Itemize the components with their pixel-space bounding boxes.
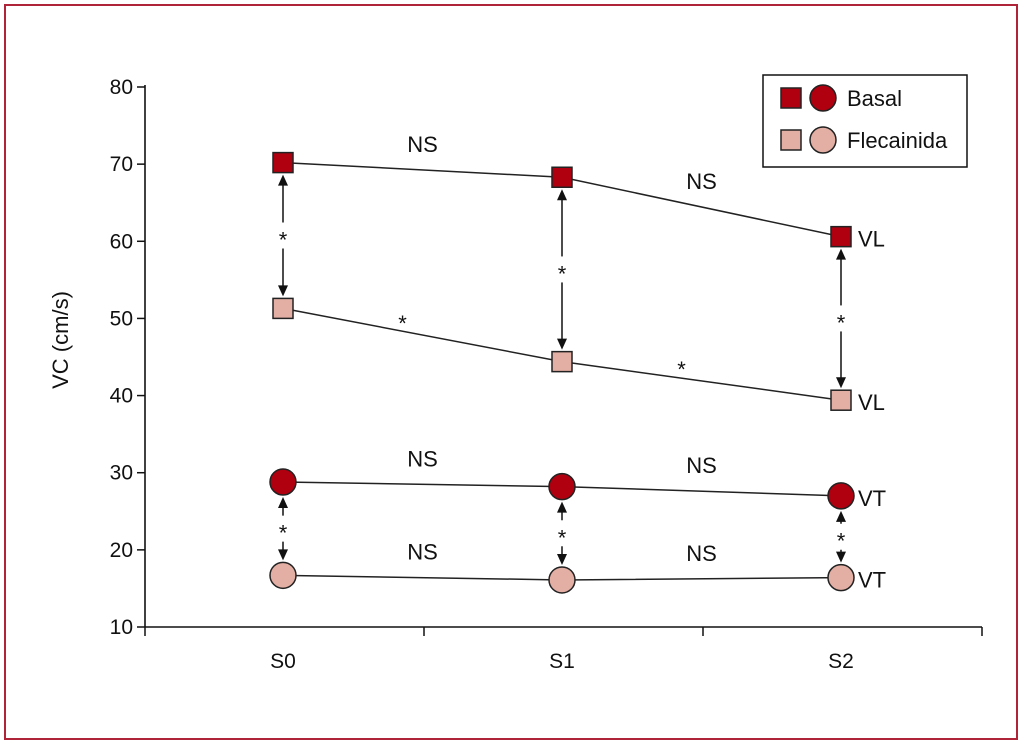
significance-star: * (837, 310, 846, 335)
y-tick-label: 30 (110, 462, 133, 485)
arrow-head-down (278, 285, 288, 297)
legend: Basal Flecainida (762, 74, 968, 168)
arrow-head-up (557, 501, 567, 513)
y-tick-label: 10 (110, 616, 133, 639)
arrow-head-up (836, 510, 846, 522)
square-marker (551, 350, 573, 373)
axes: 10 20 30 40 50 60 70 80 S0 S1 S2 (110, 76, 983, 673)
y-tick-label: 20 (110, 539, 133, 562)
legend-label: Basal (847, 86, 902, 111)
circle-marker (269, 468, 297, 496)
series-end-label: VT (858, 486, 886, 511)
significance-star: * (558, 261, 567, 286)
circle-marker (269, 561, 297, 590)
circle-marker (548, 566, 576, 594)
significance-star: * (558, 525, 567, 550)
x-tick-label: S2 (828, 650, 854, 673)
circle-marker (827, 482, 855, 510)
legend-circle (809, 84, 837, 112)
circle-marker (548, 472, 576, 501)
significance-star: * (279, 228, 288, 253)
x-tick-label: S0 (270, 650, 296, 673)
y-tick-label: 70 (110, 153, 133, 176)
legend-label: Flecainida (847, 128, 948, 153)
segment-annotation: * (677, 357, 686, 382)
arrow-head-up (557, 189, 567, 201)
legend-circle (809, 126, 837, 154)
square-marker (830, 389, 852, 411)
segment-annotation: NS (407, 540, 438, 565)
segment-annotation: NS (686, 169, 717, 194)
square-marker (272, 151, 294, 174)
arrow-head-down (557, 338, 567, 350)
y-tick-label: 60 (110, 230, 133, 253)
square-marker (551, 166, 573, 189)
segment-annotation: NS (407, 446, 438, 471)
legend-square (780, 87, 802, 109)
series-end-label: VL (858, 227, 885, 252)
arrow-head-down (278, 549, 288, 561)
y-axis-label: VC (cm/s) (48, 291, 73, 389)
series-end-label: VT (858, 568, 886, 593)
data-markers: VL VL VT VT (269, 151, 886, 594)
comparison-arrows: * * * * * * (278, 174, 846, 565)
arrow-head-down (836, 551, 846, 563)
arrow-head-up (278, 174, 288, 186)
x-tick-label: S1 (549, 650, 575, 673)
circle-marker (827, 563, 855, 592)
significance-star: * (837, 529, 846, 554)
segment-annotation: NS (686, 453, 717, 478)
square-marker (830, 225, 852, 248)
arrow-head-down (557, 553, 567, 565)
square-marker (272, 297, 294, 320)
y-tick-label: 80 (110, 76, 133, 99)
significance-star: * (279, 521, 288, 546)
segment-annotation: NS (686, 541, 717, 566)
segment-annotation: * (398, 311, 407, 336)
arrow-head-down (836, 377, 846, 389)
series-end-label: VL (858, 390, 885, 415)
arrow-head-up (836, 248, 846, 260)
annotations: NS NS * * NS NS NS NS (398, 132, 717, 566)
arrow-head-up (278, 496, 288, 508)
segment-annotation: NS (407, 132, 438, 157)
y-tick-label: 50 (110, 307, 133, 330)
legend-square (780, 129, 802, 151)
y-tick-label: 40 (110, 385, 133, 408)
